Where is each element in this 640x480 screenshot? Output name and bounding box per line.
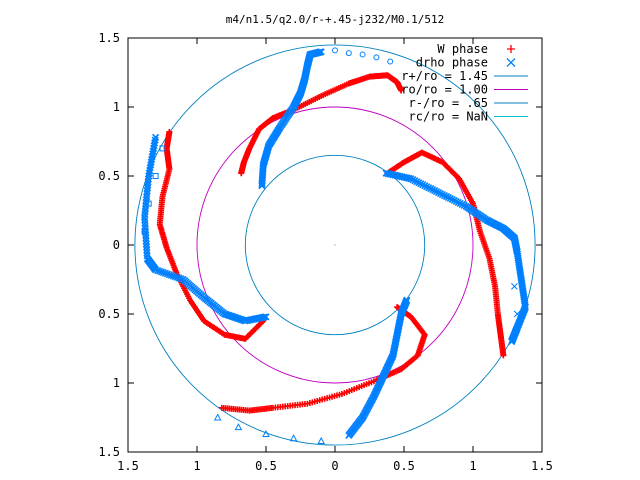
legend-label: drho phase — [416, 56, 488, 70]
y-tick-label: 0.5 — [98, 307, 120, 321]
drho-phase-point — [175, 274, 183, 282]
y-tick-label: 1.5 — [98, 31, 120, 45]
w-phase-point — [218, 404, 225, 411]
drho-phase-arm-2 — [140, 133, 270, 325]
drho-phase-point — [260, 313, 269, 321]
legend-label: W phase — [437, 42, 488, 56]
drho-phase-point — [161, 269, 170, 277]
x-tick-label: 0.5 — [255, 459, 277, 473]
w-phase-point — [500, 352, 507, 359]
y-tick-label: 1 — [113, 376, 120, 390]
legend-x-marker — [506, 58, 516, 67]
drho-phase-point — [163, 270, 171, 278]
outer-circle-marker — [387, 58, 394, 65]
y-tick-label: 1.5 — [98, 445, 120, 459]
outer-square-marker — [141, 228, 148, 235]
x-tick-label: 1 — [193, 459, 200, 473]
drho-phase-point — [262, 313, 270, 321]
outer-circle-marker — [345, 50, 352, 57]
legend-label: r-/ro = .65 — [409, 96, 488, 110]
w-phase-arm-2 — [156, 128, 267, 342]
outer-circle-marker — [373, 54, 380, 61]
x-tick-label: 1.5 — [531, 459, 553, 473]
outer-circle-marker — [332, 47, 338, 54]
x-tick-label: 1 — [469, 459, 476, 473]
outer-x-marker — [511, 283, 518, 290]
drho-phase-point — [345, 431, 353, 440]
y-tick-label: 0 — [113, 238, 120, 252]
axis-ticks: 1.5 1 0.5 0 0.5 1 1.51.510.500.511.5 — [98, 31, 553, 473]
drho-phase-point — [171, 273, 179, 281]
drho-phase-point — [167, 271, 175, 279]
x-tick-label: 0 — [331, 459, 338, 473]
data-series — [140, 48, 530, 440]
drho-phase-point — [152, 266, 160, 274]
circle-rro — [244, 154, 426, 336]
circle-roro — [196, 106, 474, 384]
drho-phase-arm-3 — [345, 296, 411, 440]
drho-phase-point — [317, 48, 325, 56]
drho-phase-point — [169, 272, 177, 280]
legend-label: rc/ro = NaN — [409, 110, 488, 124]
x-tick-label: 1.5 — [117, 459, 139, 473]
outer-square-marker — [152, 173, 159, 179]
drho-phase-point — [165, 271, 173, 279]
outer-x-marker — [508, 338, 515, 345]
drho-phase-point — [154, 266, 162, 275]
outer-triangle-marker — [234, 423, 243, 431]
outer-triangle-marker — [213, 413, 222, 421]
drho-phase-arm-1 — [258, 48, 325, 190]
legend-label: r+/ro = 1.45 — [401, 69, 488, 83]
outer-square-marker — [145, 200, 152, 207]
drho-phase-point — [155, 267, 164, 275]
x-tick-label: 0.5 — [393, 459, 415, 473]
drho-phase-point — [159, 269, 168, 277]
y-tick-label: 0.5 — [98, 169, 120, 183]
outer-markers — [141, 47, 521, 444]
w-phase-point — [238, 170, 245, 177]
w-phase-arm-0 — [384, 149, 507, 359]
drho-phase-point — [173, 273, 181, 281]
outer-triangle-marker — [289, 434, 298, 442]
center-point — [334, 244, 336, 246]
circle-rro — [134, 44, 536, 446]
chart-title: m4/n1.5/q2.0/r-+.45-j232/M0.1/512 — [226, 13, 445, 26]
outer-circle-marker — [359, 51, 366, 58]
outer-triangle-marker — [262, 430, 270, 438]
legend-label: ro/ro = 1.00 — [401, 83, 488, 97]
radius-circles — [134, 44, 536, 446]
outer-triangle-marker — [317, 436, 326, 444]
y-tick-label: 1 — [113, 100, 120, 114]
outer-square-marker — [159, 145, 166, 152]
outer-x-marker — [513, 310, 521, 318]
drho-phase-point — [177, 275, 185, 283]
legend-plus-marker — [507, 45, 515, 53]
drho-phase-point — [157, 268, 166, 276]
drho-phase-arm-0 — [382, 169, 530, 346]
